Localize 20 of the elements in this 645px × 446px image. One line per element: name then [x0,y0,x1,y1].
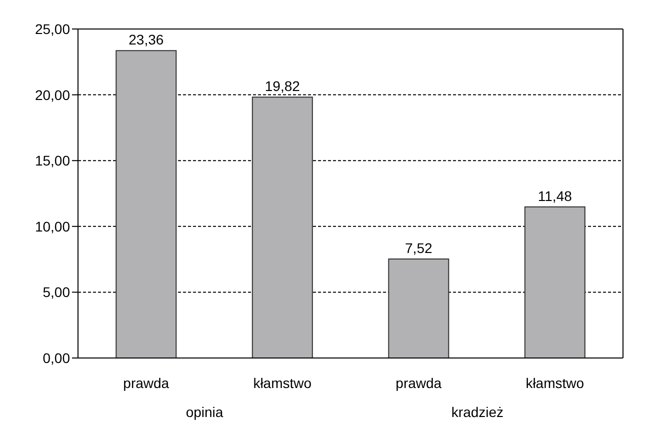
y-tick-label: 25,00 [34,20,70,37]
bar [252,96,313,358]
y-tick-label: 10,00 [34,218,70,234]
x-tick-label: prawda [396,374,442,391]
y-tick-label: 5,00 [42,284,70,300]
x-tick-label: prawda [123,374,170,391]
text: kradzież [450,404,505,420]
data-label: 11,48 [538,188,572,204]
x-tick-label: kłamstwo [526,374,584,391]
data-label: 19,82 [264,78,300,94]
bar [116,50,177,358]
y-tick-label: 15,00 [34,152,70,169]
data-label: 7,52 [405,240,432,256]
bar [524,206,586,358]
bar [388,258,450,358]
text: opinia [184,404,224,420]
y-tick-label: 0,00 [42,350,70,366]
y-tick-label: 20,00 [34,86,70,103]
data-label: 23,36 [128,32,164,48]
x-tick-label: kłamstwo [253,374,312,391]
